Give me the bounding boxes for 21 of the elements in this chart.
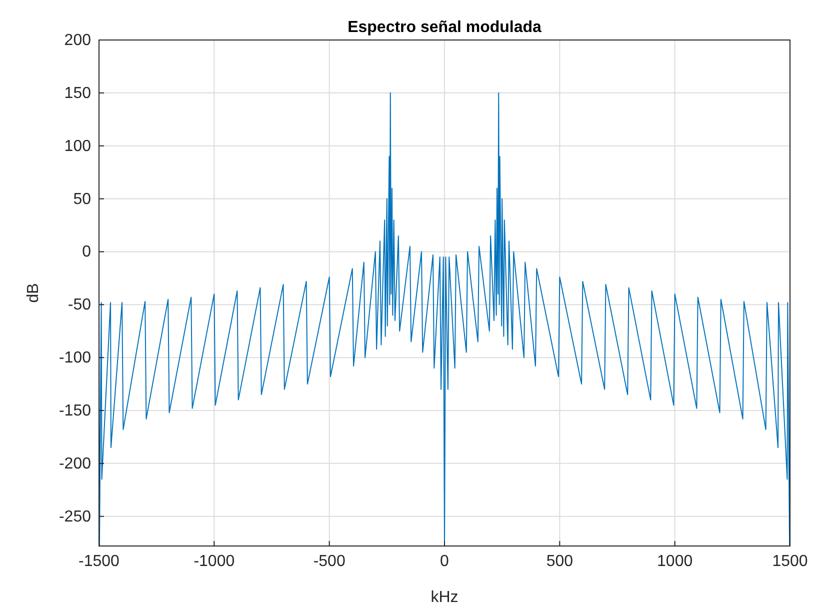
y-tick-label: 0 — [82, 244, 92, 261]
y-tick-label: 150 — [64, 84, 92, 102]
y-axis-title: dB — [25, 283, 42, 303]
x-tick-label: -500 — [313, 553, 346, 570]
chart-title: Espectro señal modulada — [348, 19, 542, 36]
y-tick-label: 200 — [64, 32, 92, 49]
y-tick-label: 50 — [73, 190, 92, 208]
y-tick-label: -50 — [68, 296, 92, 314]
x-tick-label: 0 — [440, 553, 450, 570]
y-tick-label: -200 — [58, 455, 92, 472]
y-tick-label: 100 — [64, 138, 92, 155]
x-tick-label: 500 — [546, 553, 574, 570]
line-series — [99, 92, 790, 546]
y-tick-label: -250 — [58, 508, 92, 526]
y-tick-label: -100 — [58, 350, 92, 367]
x-tick-label: -1000 — [194, 553, 235, 570]
x-axis-title: kHz — [430, 589, 458, 606]
x-tick-label: 1000 — [657, 553, 693, 570]
y-tick-label: -150 — [58, 402, 92, 420]
x-tick-label: 1500 — [772, 553, 808, 570]
x-tick-label: -1500 — [78, 553, 120, 570]
